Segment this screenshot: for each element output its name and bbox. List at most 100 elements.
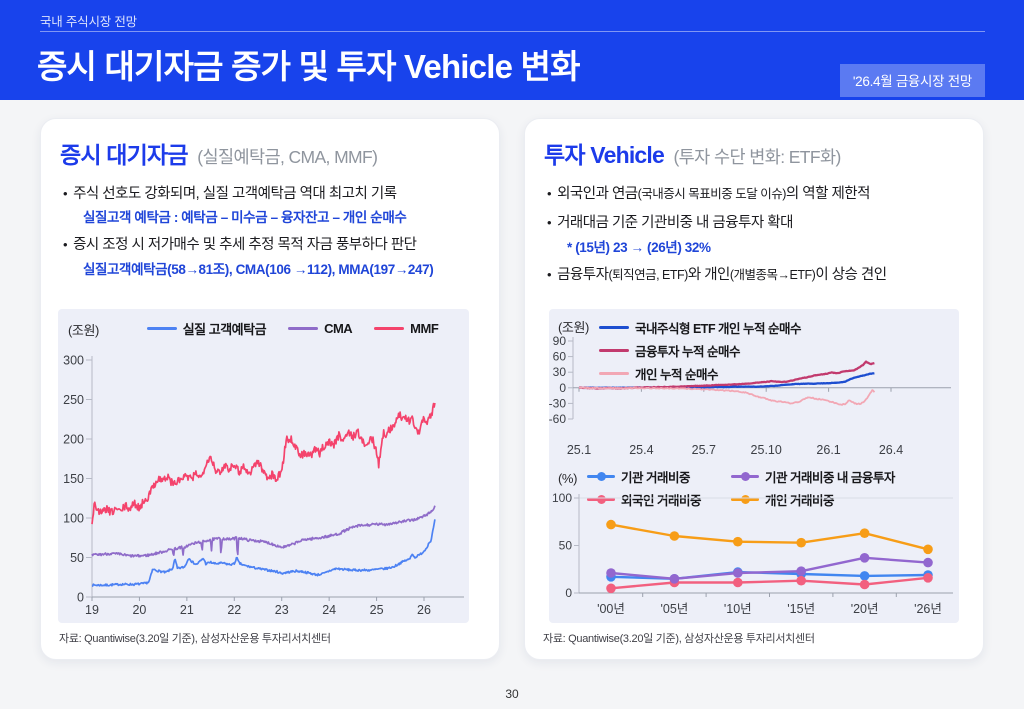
bullet-text-segment: 와 개인 (687, 266, 731, 283)
x-tick-label: 25.10 (751, 443, 782, 457)
bullet-text-segment: 의 역할 제한적 (785, 186, 871, 202)
vehicle-panel-subtitle: (투자 수단 변화: ETF화) (673, 147, 841, 167)
x-tick-label: 26.4 (879, 443, 903, 457)
vehicle-bullet-list: • 외국인과 연금(국내증시 목표비중 도달 이슈)의 역할 제한적 • 거래대금 기… (545, 175, 969, 285)
legend-item-2: 개인 누적 순매수 (599, 364, 801, 383)
legend-swatch-dot (740, 472, 750, 481)
series-marker-1 (733, 577, 743, 588)
legend-swatch-dot (597, 472, 606, 481)
legend-label: 기관 거래비중 내 금융투자 (764, 471, 895, 485)
series-line-0 (91, 519, 436, 588)
series-marker-2 (796, 566, 806, 576)
legend-swatch (599, 326, 629, 329)
x-tick-label: 25 (370, 603, 384, 617)
legend-item-1: 금융투자 누적 순매수 (599, 341, 801, 360)
legend-item-1: CMA (288, 319, 353, 338)
y-tick-label: 0 (559, 381, 566, 395)
bullet-text-segment: 거래대금 기준 기관비중 내 금융투자 확대 (557, 215, 793, 232)
bullet-text-segment: 이 상승 견인 (815, 266, 887, 283)
x-tick-label: 22 (227, 603, 241, 617)
series-marker-3 (796, 537, 806, 548)
legend-swatch (599, 349, 629, 352)
deposits-chart-legend: 실질 고객예탁금 CMA MMF (122, 319, 463, 338)
series-marker-1 (606, 583, 616, 594)
eyebrow-text: 국내 주식시장 전망 (40, 15, 137, 29)
legend-swatch-dot (597, 495, 606, 504)
series-marker-2 (669, 574, 680, 584)
series-marker-3 (733, 536, 743, 547)
legend-label: 금융투자 누적 순매수 (635, 345, 740, 359)
series-marker-2 (859, 553, 870, 563)
vehicle-source: 자료: Quantiwise(3.20일 기준), 삼성자산운용 투자리서치센터 (543, 633, 815, 645)
bullet-text-segment: 주식 선호도 강화되며, 실질 고객예탁금 역대 최고치 기록 (73, 186, 397, 202)
series-marker-1 (923, 573, 933, 583)
series-line-2 (91, 402, 436, 525)
etf-chart-unit: (조원) (558, 320, 589, 335)
header-banner: 국내 주식시장 전망 증시 대기자금 증가 및 투자 Vehicle 변화 '2… (0, 0, 1024, 100)
series-line-1 (578, 360, 875, 390)
y-tick-label: 300 (63, 354, 84, 368)
x-tick-label: 19 (85, 603, 99, 617)
y-tick-label: -30 (549, 396, 566, 410)
x-tick-label: '05년 (661, 602, 689, 616)
page-title: 증시 대기자금 증가 및 투자 Vehicle 변화 (37, 48, 580, 85)
series-line-2 (578, 386, 876, 406)
x-tick-label: 21 (180, 603, 194, 617)
bullet-text: 거래대금 기준 기관비중 내 금융투자 확대 (557, 213, 793, 233)
page-number: 30 (505, 687, 519, 701)
deposits-panel-subtitle: (실질예탁금, CMA, MMF) (197, 147, 378, 167)
y-tick-label: 200 (63, 433, 84, 447)
y-axis: 0 50 100 150 200 250 300 (63, 354, 93, 605)
x-tick-label: 20 (132, 603, 146, 617)
legend-item-2: 기관 거래비중 내 금융투자 (730, 467, 895, 486)
legend-swatch (146, 327, 177, 330)
y-tick-label: 30 (553, 365, 567, 379)
bullet-text-segment: (국내증시 목표비중 도달 이슈) (637, 187, 787, 201)
bullet-subtext: 실질고객 예탁금 : 예탁금 – 미수금 – 융자잔고 – 개인 순매수 (83, 210, 407, 226)
legend-label: 기관 거래비중 (621, 471, 690, 485)
legend-label: CMA (324, 321, 353, 336)
x-axis: '00년 '05년 '10년 '15년 '20년 '26년 (579, 592, 953, 616)
x-tick-label: 25.4 (629, 443, 653, 457)
series-line-1 (610, 576, 929, 590)
series-marker-2 (606, 568, 616, 578)
bullet-dot: • (63, 186, 68, 201)
bullet-dot: • (547, 186, 552, 201)
y-tick-label: 150 (63, 472, 84, 486)
bullet-text-segment: (개별종목→ETF) (729, 267, 816, 282)
bullet-dot: • (63, 237, 68, 253)
legend-label: 국내주식형 ETF 개인 누적 순매수 (635, 322, 802, 336)
series-marker-3 (669, 531, 680, 541)
bullet-item: • 금융투자(퇴직연금, ETF)와 개인(개별종목→ETF)이 상승 견인 (545, 265, 969, 285)
bullet-item: • 주식 선호도 강화되며, 실질 고객예탁금 역대 최고치 기록 (61, 184, 485, 204)
y-tick-label: 60 (553, 350, 567, 364)
x-axis: 19 20 21 22 23 24 25 26 (85, 596, 464, 617)
y-tick-label: 0 (565, 586, 572, 600)
legend-label: 실질 고객예탁금 (182, 322, 267, 337)
series-marker-1 (859, 579, 870, 590)
series-marker-2 (733, 568, 743, 578)
series-marker-2 (923, 557, 933, 568)
legend-swatch (730, 495, 759, 504)
y-tick-label: 100 (63, 512, 84, 526)
header-badge: '26.4월 금융시장 전망 (839, 64, 985, 97)
x-tick-label: '15년 (787, 602, 815, 616)
series-marker-3 (606, 519, 616, 530)
series-line-1 (91, 505, 436, 558)
series-marker-1 (796, 575, 806, 586)
y-tick-label: 50 (559, 539, 573, 553)
eyebrow-divider (40, 31, 985, 32)
bullet-text-segment: 증시 조정 시 저가매수 및 추세 추정 목적 자금 풍부하다 판단 (73, 237, 417, 254)
bullet-text-segment: 금융투자 (557, 266, 609, 283)
bullet-text-segment: (퇴직연금, ETF) (608, 267, 688, 282)
legend-swatch (374, 327, 405, 330)
deposits-chart-svg: 0 50 100 150 200 250 300 19 20 21 22 23 24 25 26 (63, 354, 464, 617)
y-tick-label: 0 (77, 591, 84, 605)
x-tick-label: '00년 (597, 602, 625, 616)
bullet-item: • 증시 조정 시 저가매수 및 추세 추정 목적 자금 풍부하다 판단 (61, 235, 485, 255)
x-tick-label: '20년 (851, 602, 879, 616)
y-tick-label: 100 (552, 491, 572, 505)
